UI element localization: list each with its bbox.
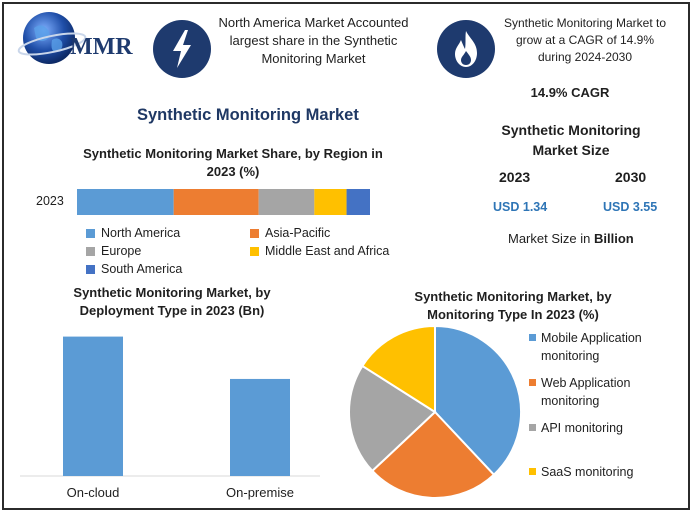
na-share-text: North America Market Accounted largest s…	[218, 15, 409, 66]
deployment-tick-label: On-cloud	[67, 485, 120, 500]
legend-swatch	[86, 247, 95, 257]
globe-icon	[17, 12, 87, 64]
legend-label: Middle East and Africa	[265, 244, 390, 258]
cagr-label: 14.9% CAGR	[530, 85, 610, 100]
region-bar-segment	[258, 189, 315, 215]
market-size-note-unit: Billion	[593, 231, 634, 246]
legend-swatch	[86, 229, 95, 239]
page-title: Synthetic Monitoring Market	[137, 106, 359, 124]
region-stacked-bar	[77, 189, 370, 215]
value-2030: USD 3.55	[603, 200, 658, 214]
legend-swatch	[250, 247, 259, 257]
value-2023: USD 1.34	[493, 200, 548, 214]
pie-slice	[370, 410, 496, 499]
deployment-bar-chart: On-cloud On-premise	[20, 336, 320, 500]
region-bar-segment	[77, 189, 174, 215]
monitoring-legend-label: Web Application monitoring	[541, 376, 631, 408]
monitoring-chart-title: Synthetic Monitoring Market, by Monitori…	[414, 289, 612, 322]
year-2030-label: 2030	[615, 169, 647, 185]
logo: MMR	[12, 10, 142, 70]
region-legend-item: Asia-Pacific	[250, 226, 330, 240]
legend-swatch	[529, 379, 536, 386]
market-size-note-prefix: Market Size in	[508, 231, 594, 246]
legend-label: North America	[101, 226, 181, 240]
region-legend-item: Europe	[86, 244, 141, 258]
region-legend-item: North America	[86, 226, 180, 240]
region-bar-segment	[346, 189, 370, 215]
lightning-icon	[153, 20, 211, 78]
pie-slice	[434, 324, 522, 477]
legend-swatch	[529, 468, 536, 475]
deployment-bar	[63, 336, 123, 476]
monitoring-legend-label: SaaS monitoring	[541, 465, 634, 479]
year-2023-label: 2023	[499, 169, 531, 185]
legend-swatch	[529, 424, 536, 431]
legend-label: Asia-Pacific	[265, 226, 331, 240]
legend-label: South America	[101, 262, 183, 276]
deployment-bar	[230, 378, 290, 476]
logo-text: MMR	[70, 34, 133, 60]
legend-swatch	[250, 229, 259, 239]
market-size-title: Synthetic Monitoring Market Size	[501, 122, 641, 158]
legend-label: Europe	[101, 244, 142, 258]
region-category-label: 2023	[36, 194, 64, 208]
deployment-chart-title: Synthetic Monitoring Market, by Deployme…	[73, 285, 271, 318]
flame-icon	[437, 20, 495, 78]
region-legend-item: Middle East and Africa	[250, 244, 389, 258]
monitoring-legend-label: API monitoring	[541, 421, 623, 435]
region-legend-item: South America	[86, 262, 182, 276]
pie-slice	[348, 364, 437, 473]
monitoring-pie-chart	[348, 324, 522, 499]
region-bar-segment	[173, 189, 259, 215]
region-bar-segment	[314, 189, 347, 215]
monitoring-legend-label: Mobile Application monitoring	[541, 331, 642, 363]
market-size-note: Market Size in Billion	[508, 230, 634, 248]
legend-swatch	[86, 265, 95, 275]
deployment-tick-label: On-premise	[226, 485, 294, 500]
cagr-forecast-text: Synthetic Monitoring Market to grow at a…	[503, 16, 667, 64]
region-chart-title: Synthetic Monitoring Market Share, by Re…	[83, 146, 383, 179]
pie-slice	[361, 324, 436, 414]
legend-swatch	[529, 334, 536, 341]
